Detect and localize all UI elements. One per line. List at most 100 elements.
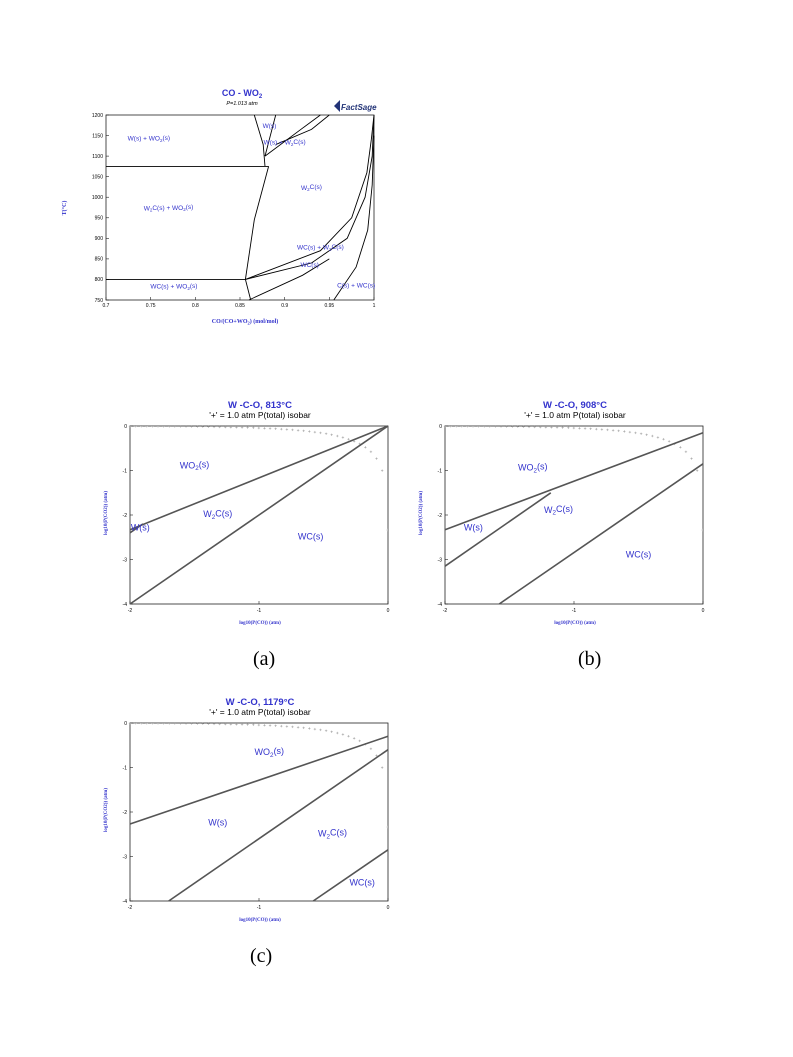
isobar-marker <box>386 528 389 532</box>
y-tick-label: -3 <box>123 854 128 860</box>
isobar-marker <box>235 723 238 726</box>
isobar-marker <box>600 428 604 431</box>
isobar-marker <box>308 430 311 433</box>
y-tick-label: -2 <box>123 810 128 816</box>
isobar-marker <box>268 427 272 430</box>
isobar-marker <box>240 426 244 429</box>
isobar-marker <box>224 722 227 726</box>
y-tick-label: -3 <box>438 557 443 563</box>
isobar-marker <box>252 426 255 430</box>
y-axis-label: log10(P(CO2)) (atm) <box>104 491 109 535</box>
isobar-marker <box>240 723 244 726</box>
isobar-marker <box>589 427 592 430</box>
isobar-marker <box>280 427 283 431</box>
phase-boundary <box>333 135 375 301</box>
isobar-marker <box>522 425 525 429</box>
isobar-marker <box>196 425 199 428</box>
isobar-marker <box>483 425 486 428</box>
isobar-marker <box>561 426 564 429</box>
isobar-marker <box>263 427 266 430</box>
logo-text: FactSage <box>341 103 377 112</box>
isobar-marker <box>695 469 699 472</box>
isobar-marker <box>212 722 216 726</box>
y-axis-label: log10(P(CO2)) (atm) <box>419 491 424 535</box>
isobar-marker <box>380 469 384 472</box>
chart-subtitle: '+' = 1.0 atm P(total) isobar <box>209 707 311 717</box>
isobar-marker <box>488 425 492 428</box>
isobar-marker <box>285 725 289 728</box>
isobar-marker <box>201 425 205 428</box>
isobar-marker <box>235 426 238 429</box>
isobar-marker <box>128 424 132 428</box>
isobar-marker <box>628 430 632 434</box>
x-tick-label: 0.85 <box>235 303 245 309</box>
isobar-marker <box>369 450 373 454</box>
isobar-marker <box>134 425 137 428</box>
y-tick-label: 1150 <box>92 133 103 139</box>
region-label: W(s) <box>464 523 483 533</box>
y-tick-label: 1050 <box>92 174 103 180</box>
y-tick-label: -1 <box>123 468 128 474</box>
isobar-marker <box>572 426 576 430</box>
region-label: W(s) <box>131 523 150 533</box>
x-tick-label: 0.9 <box>281 303 288 309</box>
region-label: WC(s) <box>626 549 652 559</box>
isobar-marker <box>184 722 188 725</box>
isobar-marker <box>347 437 350 441</box>
chart-subtitle: '+' = 1.0 atm P(total) isobar <box>524 410 626 420</box>
isobar-marker <box>550 426 553 429</box>
region-label: WO2(s) <box>255 746 285 759</box>
isobar-marker <box>662 437 665 441</box>
x-tick-label: 0 <box>702 608 705 614</box>
isobar-marker <box>162 722 165 725</box>
isobar-marker <box>341 436 345 439</box>
isobar-marker <box>324 729 328 732</box>
isobar-marker <box>369 747 373 751</box>
region-label: WC(s) + WO2(s) <box>150 283 197 291</box>
isobar-marker <box>639 432 643 435</box>
region-label: W(s) <box>263 123 277 130</box>
isobar-marker <box>313 430 317 434</box>
x-tick-label: 0.95 <box>324 303 334 309</box>
isobar-marker <box>380 766 384 769</box>
predominance-chart-a: W -C-O, 813°C '+' = 1.0 atm P(total) iso… <box>104 400 390 626</box>
isobar-marker <box>263 724 266 727</box>
y-tick-label: -4 <box>123 602 128 608</box>
x-tick-label: -2 <box>443 608 448 614</box>
isobar-marker <box>151 425 154 428</box>
x-axis-label: log10(P(CO)) (atm) <box>554 621 596 626</box>
chart-title: W -C-O, 908°C <box>543 400 607 411</box>
isobar-marker <box>302 726 305 730</box>
y-tick-label: 1100 <box>92 154 103 160</box>
region-label: W2C(s) <box>544 504 573 517</box>
x-tick-label: 1 <box>373 303 376 309</box>
isobar-marker <box>364 446 367 449</box>
isobar-marker <box>324 432 328 435</box>
isobar-marker <box>466 425 469 428</box>
x-tick-label: -2 <box>128 608 133 614</box>
y-tick-label: 1200 <box>92 113 103 119</box>
phase-boundary <box>275 114 330 146</box>
isobar-marker <box>578 427 581 430</box>
isobar-marker <box>471 425 475 428</box>
isobar-marker <box>201 722 205 725</box>
isobar-marker <box>347 734 350 738</box>
isobar-marker <box>218 425 221 429</box>
isobar-marker <box>296 429 300 432</box>
isobar-marker <box>285 428 289 431</box>
y-axis-label: T(°C) <box>61 201 68 216</box>
isobar-marker <box>134 722 137 725</box>
isobar-marker <box>701 528 704 532</box>
x-axis-label: CO/(CO+WO2) (mol/mol) <box>212 318 279 326</box>
region-label: WC(s) <box>300 262 318 269</box>
isobar-marker <box>505 425 508 428</box>
isobar-marker <box>583 427 587 430</box>
factsage-logo: FactSage <box>334 100 377 112</box>
plot-area: 0.7 0.75 0.8 0.85 0.9 0.95 1 750 800 850 900 950 100… <box>92 113 376 309</box>
y-tick-label: 800 <box>95 277 104 283</box>
isobar-marker <box>477 425 480 428</box>
isobar-marker <box>634 431 637 435</box>
y-tick-label: 0 <box>124 721 127 727</box>
plot-area: -2 -1 0 0 -1 -2 -3 -4 WO2(s) W2C(s) W(s) WC(s) <box>438 424 705 614</box>
isobar-marker <box>184 425 188 428</box>
